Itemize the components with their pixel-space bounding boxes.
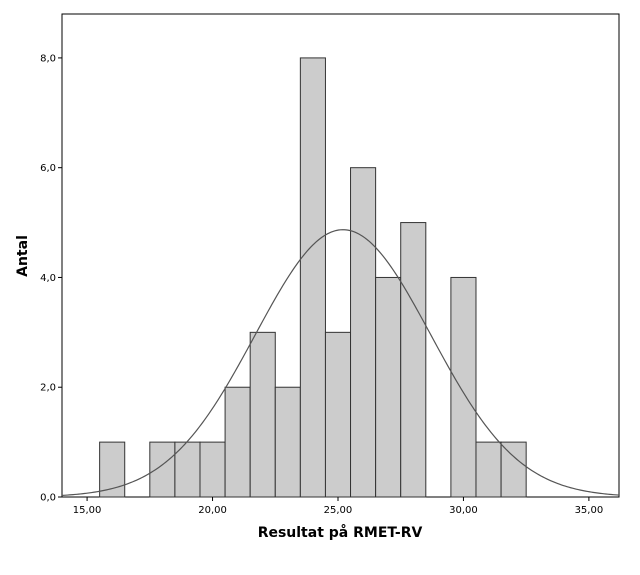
- x-axis-ticks: 15,00 20,00 25,00 30,00 35,00: [73, 497, 603, 516]
- x-tick-label: 35,00: [575, 505, 604, 516]
- y-tick-label: 0,0: [40, 493, 56, 504]
- y-tick-label: 2,0: [40, 383, 56, 394]
- histogram-bar-23: [274, 386, 301, 498]
- x-tick-label: 20,00: [198, 505, 227, 516]
- x-tick-label: 30,00: [449, 505, 478, 516]
- histogram-bar-24: [299, 57, 326, 498]
- histogram-bar-32: [500, 441, 527, 498]
- y-tick-label: 6,0: [40, 163, 56, 174]
- histogram-bar-16: [99, 441, 126, 498]
- x-tick-label: 25,00: [324, 505, 353, 516]
- histogram-bar-25: [324, 331, 352, 498]
- y-axis-ticks: 0,0 2,0 4,0 6,0 8,0: [40, 53, 62, 504]
- y-axis-title: Antal: [15, 235, 31, 277]
- histogram-bar-18: [149, 441, 176, 498]
- histogram-bar-20: [199, 441, 226, 498]
- histogram-bar-30: [450, 276, 477, 498]
- histogram-bar-28: [400, 222, 427, 498]
- histogram-bar-26: [350, 167, 377, 498]
- histogram-bar-22: [249, 331, 276, 498]
- histogram-bar-27: [375, 276, 402, 498]
- histogram-bar-31: [475, 441, 502, 498]
- x-axis-title: Resultat på RMET-RV: [258, 524, 423, 541]
- histogram-bar-21: [224, 386, 251, 498]
- histogram-bars: [99, 57, 527, 498]
- x-tick-label: 15,00: [73, 505, 102, 516]
- y-tick-label: 8,0: [40, 53, 56, 64]
- normal-curve: [61, 229, 620, 496]
- y-tick-label: 4,0: [40, 273, 56, 284]
